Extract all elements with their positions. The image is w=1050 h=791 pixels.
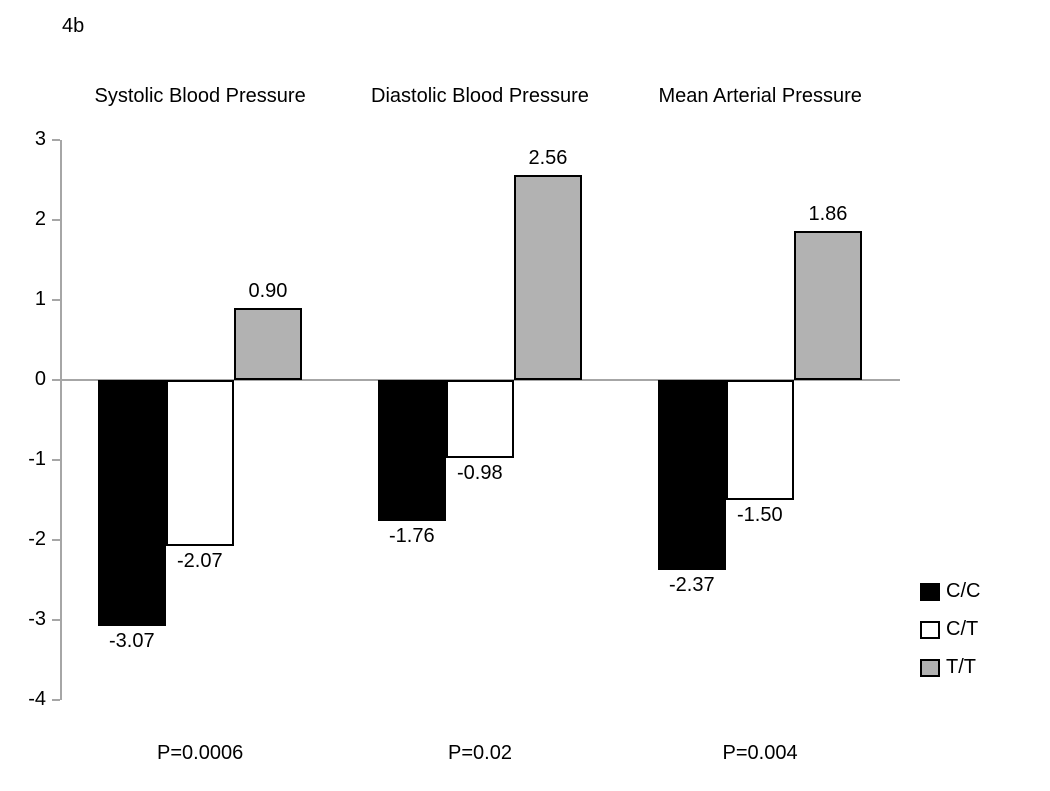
legend-swatch: [920, 621, 940, 639]
group-title: Systolic Blood Pressure: [95, 85, 306, 108]
p-value: P=0.02: [448, 742, 512, 765]
bar: [794, 231, 862, 380]
bar-value-label: 0.90: [249, 280, 288, 303]
bar: [98, 380, 166, 626]
bar-value-label: -3.07: [109, 630, 155, 653]
legend-swatch: [920, 583, 940, 601]
y-tick: [52, 219, 60, 221]
legend-label: C/T: [946, 618, 978, 641]
y-tick: [52, 699, 60, 701]
group-title: Diastolic Blood Pressure: [371, 85, 589, 108]
y-tick-label: 1: [0, 288, 46, 311]
bar-value-label: 1.86: [809, 203, 848, 226]
y-tick-label: -1: [0, 448, 46, 471]
bar-value-label: -1.76: [389, 525, 435, 548]
y-tick-label: 2: [0, 208, 46, 231]
y-tick-label: -4: [0, 688, 46, 711]
legend-label: T/T: [946, 656, 976, 679]
p-value: P=0.004: [723, 742, 798, 765]
p-value: P=0.0006: [157, 742, 243, 765]
panel-label: 4b: [62, 15, 84, 38]
legend-swatch: [920, 659, 940, 677]
y-tick-label: -2: [0, 528, 46, 551]
y-axis: [60, 140, 62, 700]
y-tick: [52, 139, 60, 141]
bar-value-label: 2.56: [529, 147, 568, 170]
legend-item: T/T: [920, 656, 976, 679]
legend-item: C/C: [920, 580, 980, 603]
bar: [726, 380, 794, 500]
bar: [446, 380, 514, 458]
legend-item: C/T: [920, 618, 978, 641]
legend-label: C/C: [946, 580, 980, 603]
y-tick: [52, 299, 60, 301]
bar: [378, 380, 446, 521]
bar: [514, 175, 582, 380]
bar: [658, 380, 726, 570]
y-tick-label: 0: [0, 368, 46, 391]
bar-value-label: -2.07: [177, 550, 223, 573]
y-tick: [52, 619, 60, 621]
bar-value-label: -2.37: [669, 574, 715, 597]
bar: [166, 380, 234, 546]
group-title: Mean Arterial Pressure: [659, 85, 862, 108]
y-tick: [52, 379, 60, 381]
y-tick-label: -3: [0, 608, 46, 631]
bar-value-label: -1.50: [737, 504, 783, 527]
y-tick-label: 3: [0, 128, 46, 151]
bar: [234, 308, 302, 380]
bar-value-label: -0.98: [457, 462, 503, 485]
y-tick: [52, 539, 60, 541]
y-tick: [52, 459, 60, 461]
